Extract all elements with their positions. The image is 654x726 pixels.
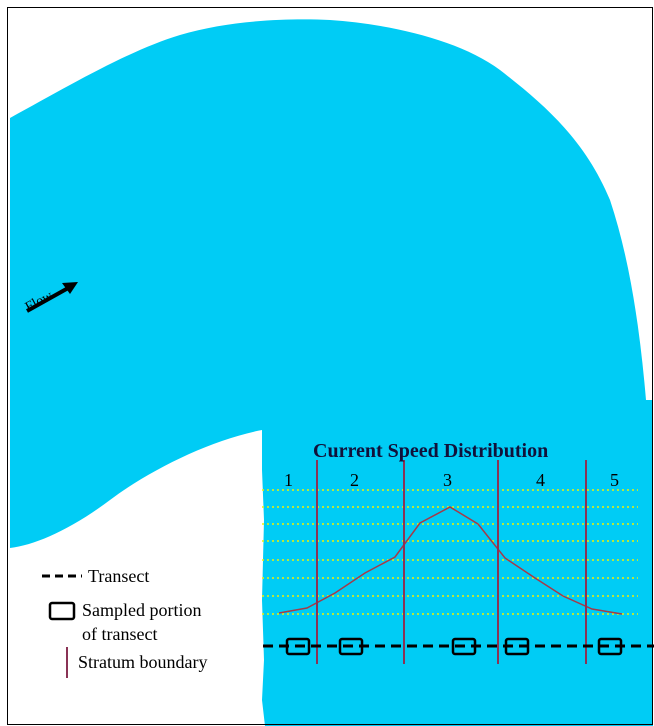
legend-sampled-label: Sampled portion bbox=[82, 600, 202, 620]
sampled-portion bbox=[451, 637, 477, 656]
flow-arrow bbox=[26, 285, 71, 313]
river-water bbox=[10, 19, 653, 726]
legend-sampled-symbol bbox=[48, 601, 76, 621]
stratum-number-5: 5 bbox=[610, 470, 619, 490]
stratum-number-3: 3 bbox=[443, 470, 452, 490]
sampled-portion bbox=[597, 637, 623, 656]
sampled-portion bbox=[338, 637, 364, 656]
stratum-number-2: 2 bbox=[350, 470, 359, 490]
stratum-boundaries bbox=[316, 460, 587, 664]
stratum-number-1: 1 bbox=[284, 470, 293, 490]
flow-arrowhead bbox=[62, 282, 78, 294]
legend-transect-label: Transect bbox=[88, 566, 150, 586]
sampled-portion bbox=[504, 637, 530, 656]
stratum-number-4: 4 bbox=[536, 470, 545, 490]
distribution-title: Current Speed Distribution bbox=[313, 440, 549, 462]
sampled-portions bbox=[285, 637, 623, 656]
legend-stratum-label: Stratum boundary bbox=[78, 652, 208, 672]
sampled-portion bbox=[285, 637, 311, 656]
legend-sampled-label-cont: of transect bbox=[82, 624, 158, 644]
speed-curve bbox=[278, 506, 623, 615]
